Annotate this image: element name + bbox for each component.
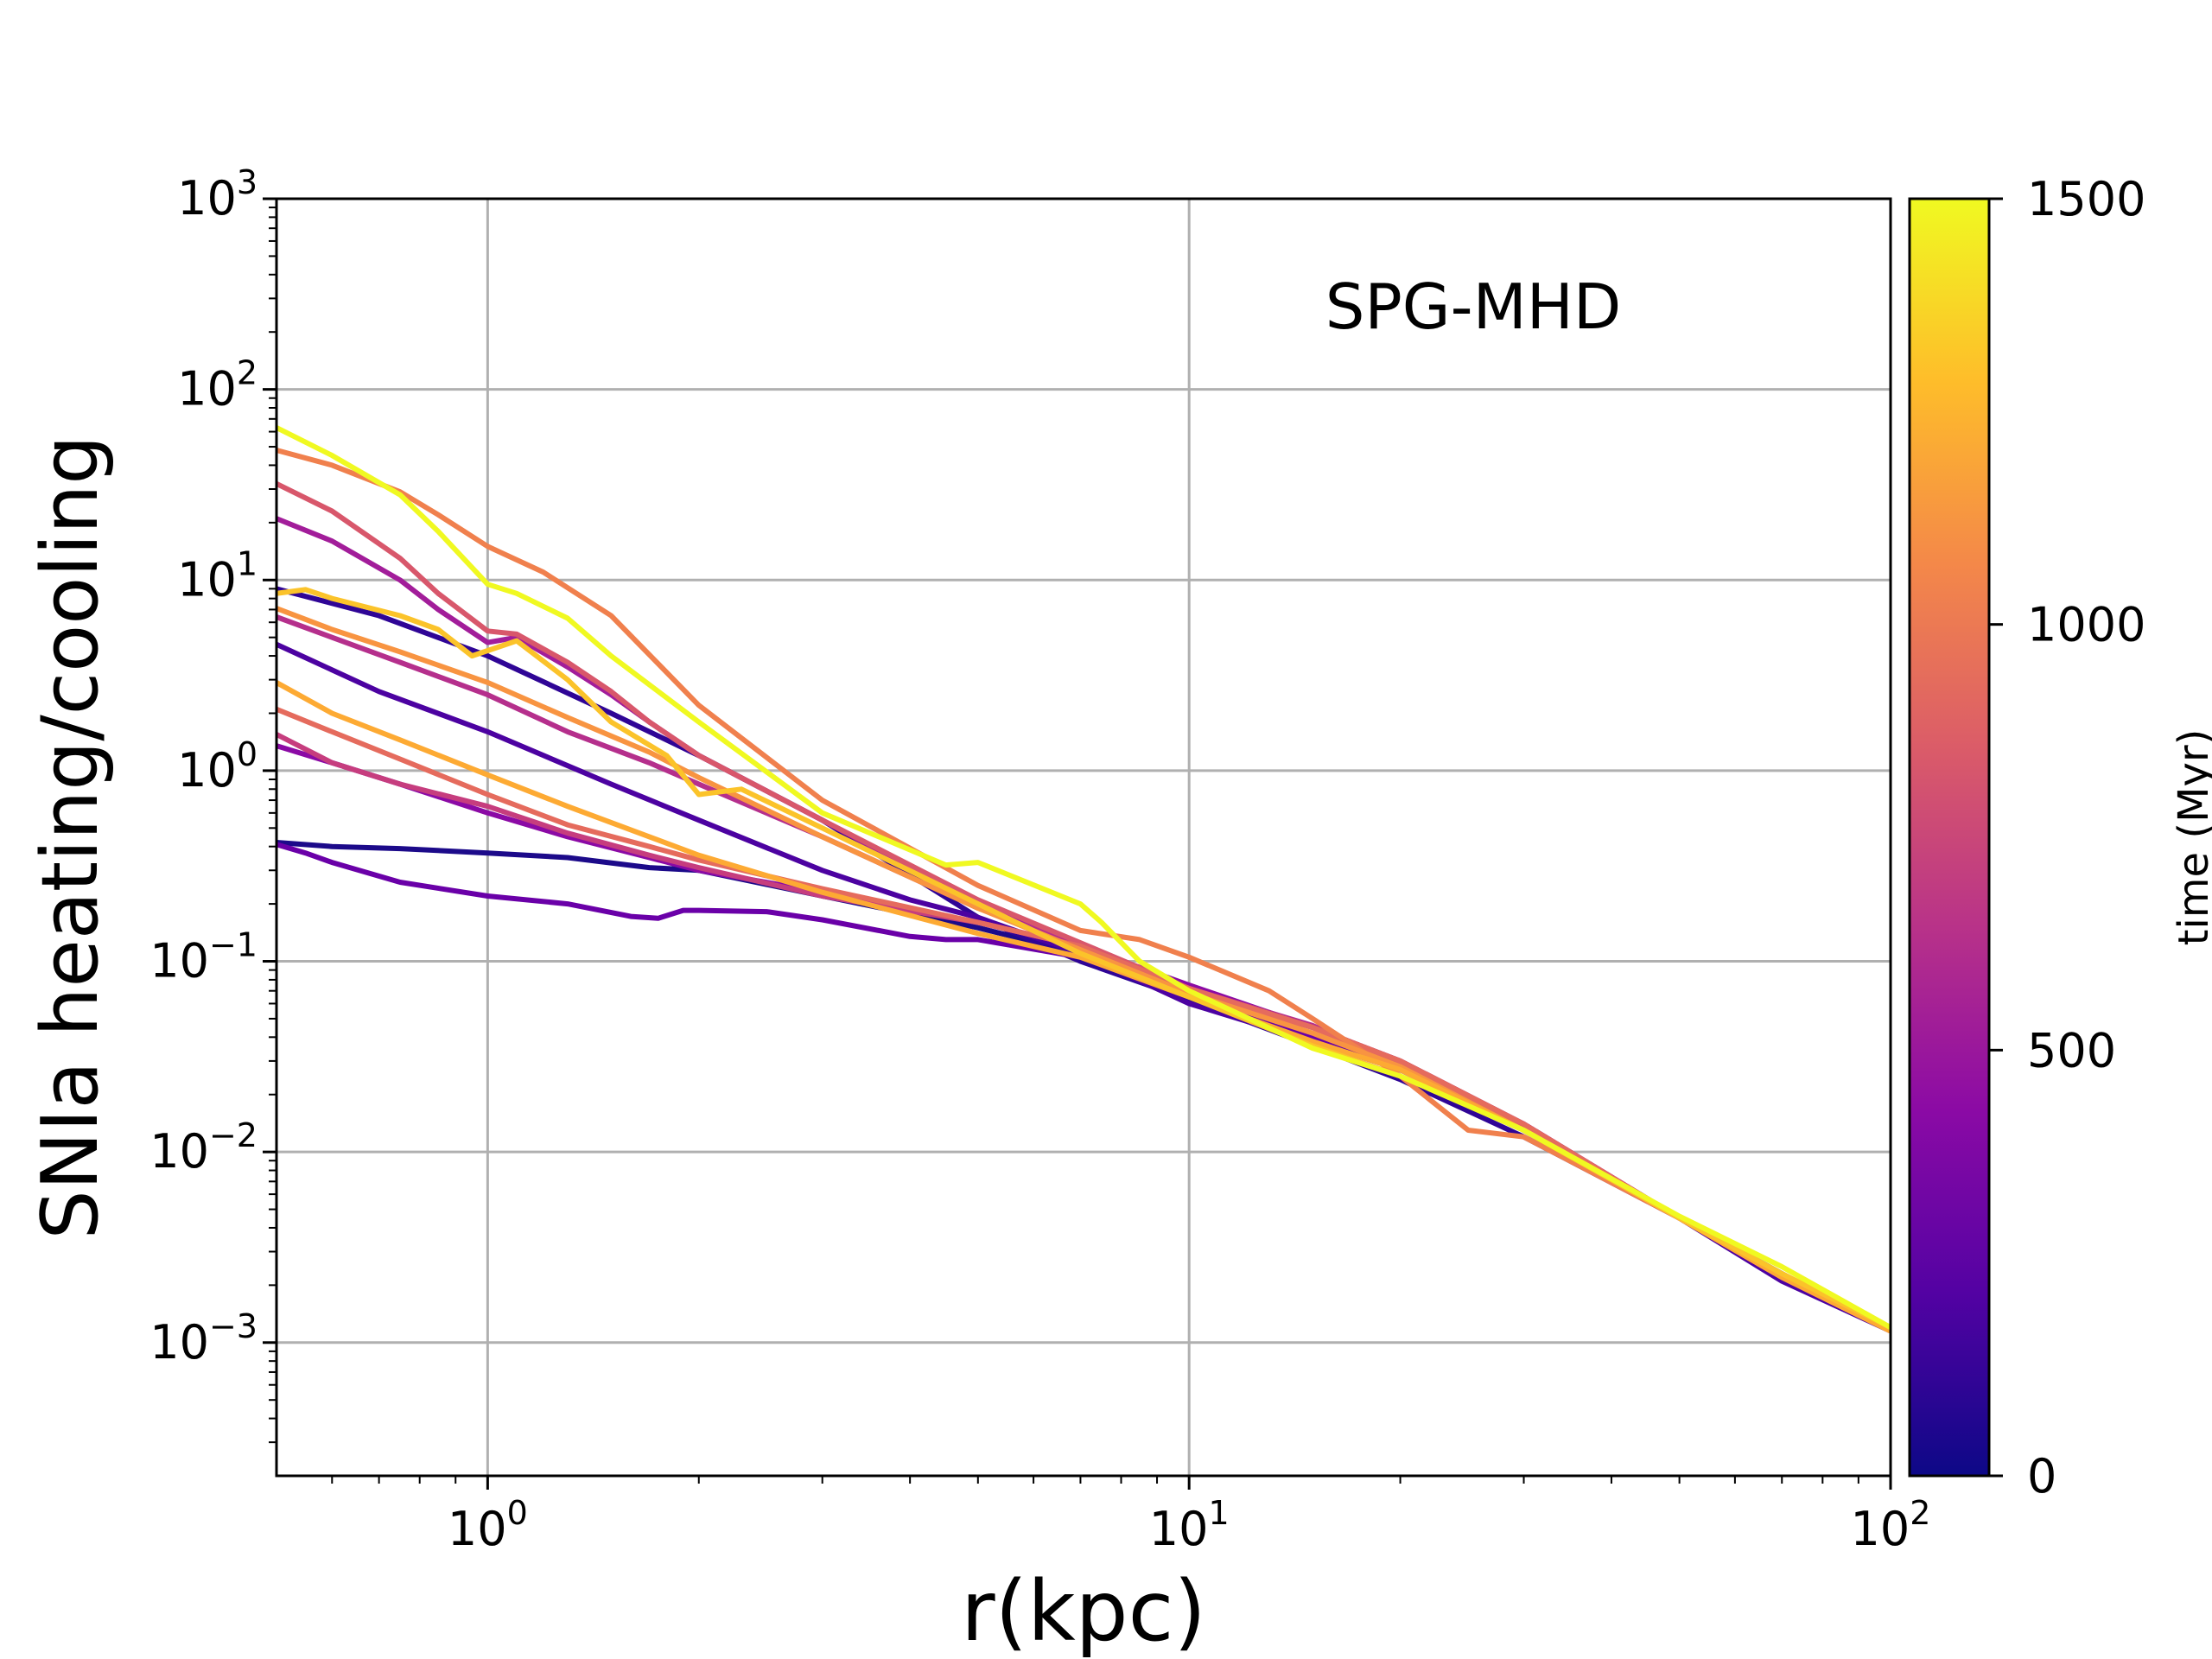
x-tick-label: 102	[1851, 1494, 1931, 1556]
y-tick-label: 10−3	[149, 1307, 257, 1370]
series-group	[276, 424, 1891, 1334]
y-tick-label: 102	[177, 354, 257, 416]
y-tick-label: 10−2	[149, 1116, 257, 1179]
y-tick-label: 100	[177, 735, 257, 798]
y-tick-label: 10−1	[149, 926, 257, 988]
colorbar-tick-label: 1500	[2027, 172, 2145, 226]
series-line-15	[276, 424, 1891, 1331]
x-axis-label: r(kpc)	[961, 1563, 1206, 1659]
x-tick-label: 100	[448, 1494, 528, 1556]
colorbar-tick-label: 0	[2027, 1449, 2056, 1503]
colorbar-tick-label: 500	[2027, 1023, 2116, 1077]
colorbar-ticks: 0 500 1000 1500	[1989, 172, 2145, 1503]
series-line-11	[276, 448, 1891, 1334]
y-tick-label: 103	[177, 163, 257, 226]
panel-annotation: SPG-MHD	[1325, 270, 1622, 343]
plot-area	[276, 199, 1891, 1476]
x-tick-label: 101	[1149, 1494, 1230, 1556]
y-axis-label: SNIa heating/cooling	[25, 435, 116, 1240]
major-ticks: 100 101 102 103 102 101 100 10−1 10−2 10−3	[149, 163, 1930, 1556]
y-tick-label: 101	[177, 544, 257, 607]
colorbar-label: time (Myr)	[2170, 729, 2212, 946]
colorbar-tick-label: 1000	[2027, 598, 2145, 652]
series-line-10	[276, 706, 1891, 1334]
plot-frame	[275, 197, 1892, 1478]
colorbar	[1908, 197, 1991, 1478]
